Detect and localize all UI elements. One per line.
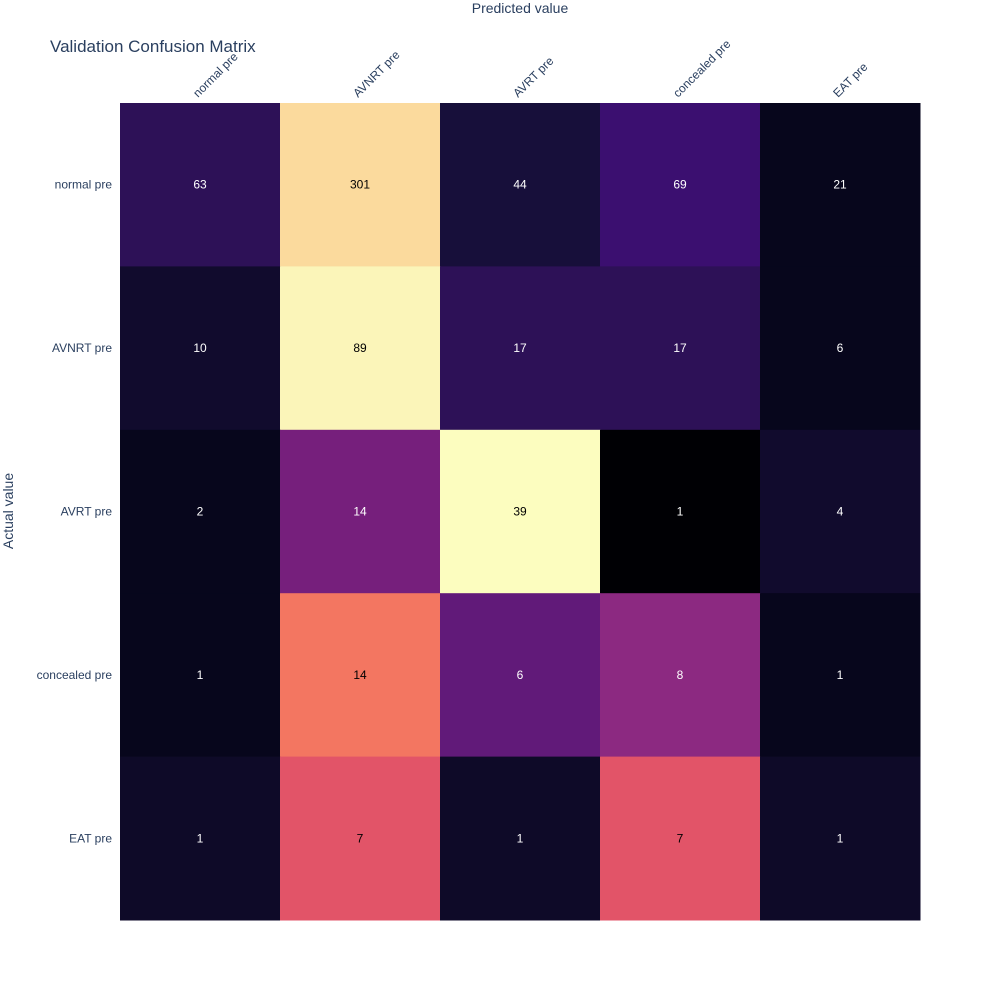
cell-value-label: 44	[513, 178, 527, 192]
heatmap-cell	[280, 266, 441, 431]
heatmap-cell	[120, 756, 281, 921]
x-axis-ticks: normal pre AVNRT pre AVRT pre concealed pre…	[190, 37, 870, 100]
y-tick-label: AVNRT pre	[52, 341, 112, 355]
y-tick-label: concealed pre	[37, 668, 113, 682]
heatmap-cell	[120, 103, 281, 267]
x-axis-title: Predicted value	[472, 0, 569, 16]
cell-value-label: 69	[673, 178, 687, 192]
cell-value-label: 6	[517, 668, 524, 682]
heatmap-cell	[280, 756, 441, 921]
heatmap-cell	[760, 266, 921, 431]
cell-value-label: 1	[197, 668, 204, 682]
cell-value-label: 7	[677, 831, 684, 845]
heatmap-cells	[120, 103, 921, 921]
cell-value-label: 14	[353, 668, 367, 682]
heatmap-cell	[120, 593, 281, 758]
cell-value-label: 8	[677, 668, 684, 682]
heatmap-cell	[760, 103, 921, 267]
cell-value-label: 17	[673, 341, 687, 355]
heatmap-cell	[440, 266, 601, 431]
cell-value-label: 301	[350, 178, 370, 192]
y-axis-ticks: normal pre AVNRT pre AVRT pre concealed pre…	[37, 178, 113, 846]
heatmap-cell	[760, 429, 921, 594]
cell-value-label: 89	[353, 341, 367, 355]
cell-value-label: 39	[513, 505, 527, 519]
cell-value-label: 2	[197, 505, 204, 519]
heatmap-cell	[280, 593, 441, 758]
heatmap-cell	[120, 266, 281, 431]
heatmap-cell	[760, 593, 921, 758]
heatmap-cell	[600, 593, 761, 758]
cell-value-label: 1	[837, 831, 844, 845]
x-tick-label: normal pre	[190, 49, 241, 100]
cell-value-label: 14	[353, 505, 367, 519]
heatmap-cell	[440, 756, 601, 921]
cell-value-label: 10	[193, 341, 207, 355]
heatmap-cell	[600, 103, 761, 267]
x-tick-label: AVRT pre	[510, 54, 556, 100]
chart-title: Validation Confusion Matrix	[50, 37, 256, 56]
x-tick-label: EAT pre	[830, 60, 870, 100]
cell-value-label: 1	[677, 505, 684, 519]
heatmap-cell	[760, 756, 921, 921]
cell-value-label: 1	[837, 668, 844, 682]
cell-value-label: 63	[193, 178, 207, 192]
heatmap-cell	[600, 429, 761, 594]
cell-value-label: 4	[837, 505, 844, 519]
heatmap-cell	[600, 756, 761, 921]
cell-value-label: 17	[513, 341, 527, 355]
heatmap-cell	[440, 593, 601, 758]
cell-value-label: 21	[833, 178, 847, 192]
heatmap-cell	[120, 429, 281, 594]
x-tick-label: AVNRT pre	[350, 48, 403, 101]
y-tick-label: AVRT pre	[61, 505, 113, 519]
cell-value-label: 7	[357, 831, 364, 845]
y-tick-label: normal pre	[55, 178, 113, 192]
heatmap-cell	[600, 266, 761, 431]
cell-value-label: 6	[837, 341, 844, 355]
heatmap-cell	[440, 429, 601, 594]
cell-value-label: 1	[197, 831, 204, 845]
y-axis-title: Actual value	[0, 473, 16, 549]
heatmap-cell	[280, 429, 441, 594]
cell-value-label: 1	[517, 831, 524, 845]
heatmap-cell	[440, 103, 601, 267]
y-tick-label: EAT pre	[69, 831, 112, 845]
heatmap-cell	[280, 103, 441, 267]
x-tick-label: concealed pre	[670, 37, 733, 100]
